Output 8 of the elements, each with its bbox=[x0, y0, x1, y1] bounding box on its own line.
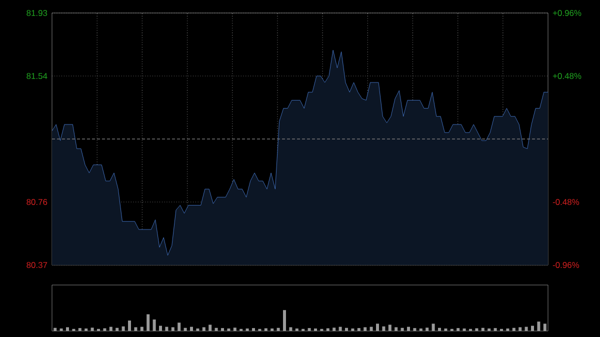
y-tick-label: 81.54 bbox=[26, 73, 48, 79]
y-tick-label: 80.76 bbox=[26, 199, 48, 205]
y2-tick-label: +0.96% bbox=[552, 10, 582, 16]
y2-tick-label: -0.96% bbox=[552, 262, 580, 268]
y-tick-label: 81.93 bbox=[26, 10, 48, 16]
y2-tick-label: -0.48% bbox=[552, 199, 580, 205]
y2-tick-label: +0.48% bbox=[552, 73, 582, 79]
y-tick-label: 80.37 bbox=[26, 262, 48, 268]
